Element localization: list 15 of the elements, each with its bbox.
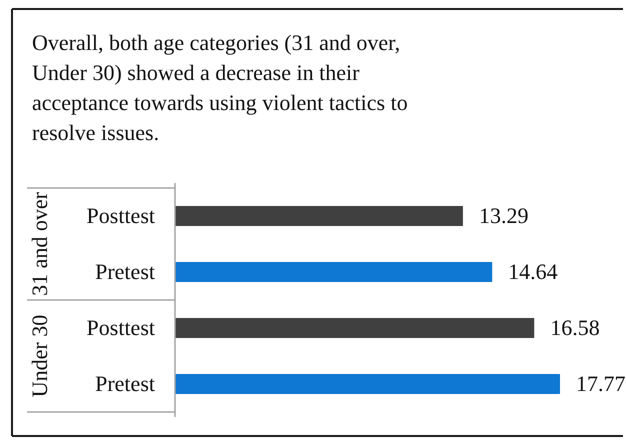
data-label: 17.77: [576, 371, 626, 396]
bar: [175, 374, 560, 394]
bar: [175, 262, 492, 282]
chart-title: Overall, both age categories (31 and over, Under 30) showed a decrease in their acceptance towards using violent tactics to resolve issues.: [32, 30, 408, 145]
text: Posttest: [86, 315, 155, 340]
data-label: 14.64: [508, 259, 558, 284]
series-label: Posttest: [86, 203, 155, 228]
data-label: 13.29: [478, 203, 528, 228]
text: Pretest: [95, 371, 155, 396]
bar: [175, 318, 534, 338]
data-label: 16.58: [550, 315, 600, 340]
series-label: Pretest: [95, 259, 155, 284]
bar: [175, 206, 463, 226]
y-tick-label: 31 and over: [27, 191, 52, 296]
y-tick-label: Under 30: [27, 314, 52, 398]
